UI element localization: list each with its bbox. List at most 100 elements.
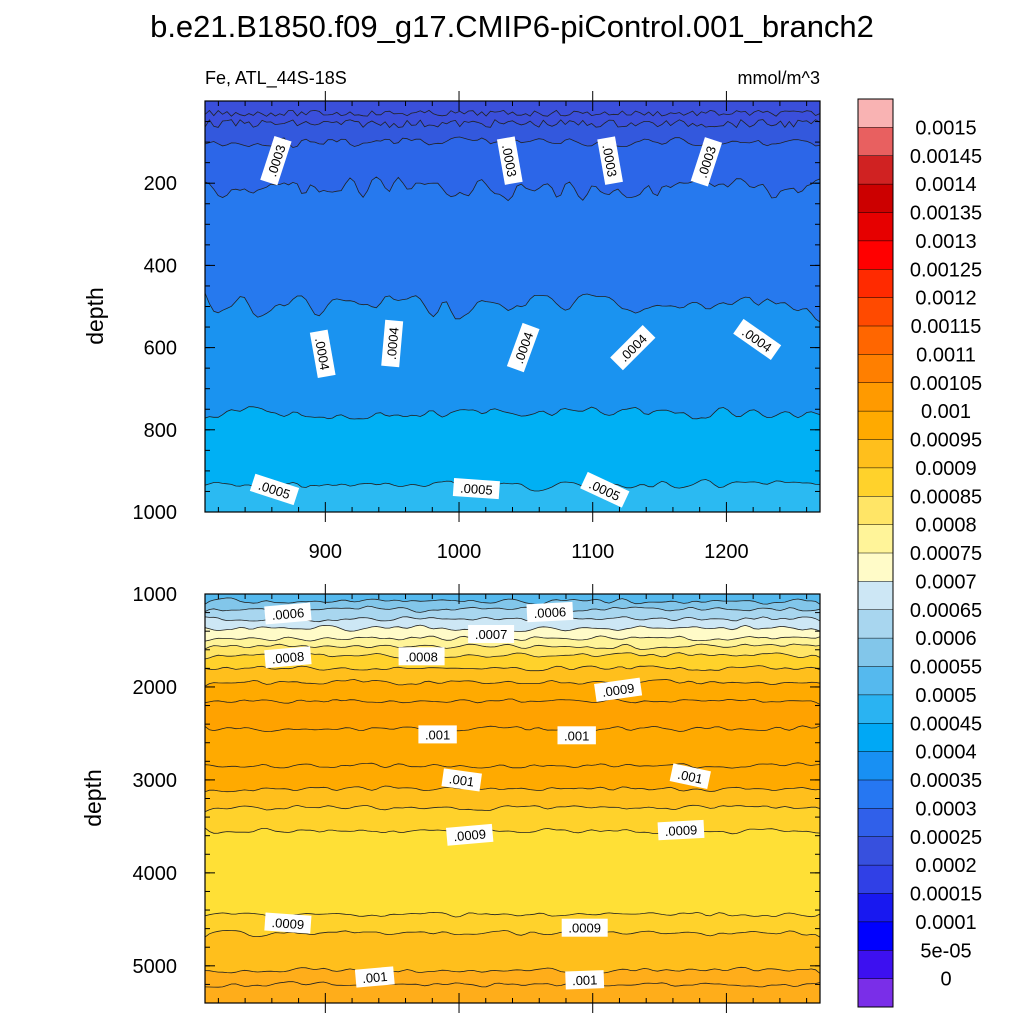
- colorbar-box: [858, 326, 893, 355]
- contour-label: .0006: [526, 601, 574, 623]
- colorbar-box: [858, 524, 893, 554]
- contour-label-bg: [381, 319, 404, 368]
- contour-label-bg: [561, 918, 608, 937]
- contour-line: [205, 698, 820, 705]
- contour-label-text: .001: [676, 767, 704, 787]
- colorbar-label: 0.00065: [910, 600, 982, 622]
- colorbar-box: [858, 269, 893, 299]
- colorbar-label: 0.00115: [911, 316, 982, 338]
- contour-label-text: .0008: [405, 649, 438, 664]
- contour-line: [205, 679, 820, 687]
- contour-label-text: .0007: [475, 627, 508, 642]
- lower-panel-ticks: 1000 2000 3000 4000 5000: [133, 584, 820, 1013]
- contour-label-bg: [506, 322, 540, 373]
- contour-label-bg: [657, 819, 705, 841]
- colorbar-box: [858, 467, 893, 497]
- colorbar-box: [858, 978, 893, 1008]
- contour-label: .0003: [597, 136, 623, 185]
- upper-panel-ticks: 900 1000 1100 1200 200 400 600 800 1000: [133, 91, 820, 563]
- colorbar-label: 0.00025: [910, 827, 982, 849]
- x-tick-label: 1100: [571, 541, 614, 563]
- contour-label: .0005: [452, 478, 500, 500]
- units-label: mmol/m^3: [738, 68, 820, 88]
- upper-panel-fill: [205, 101, 820, 512]
- colorbar-label: 0.0014: [915, 174, 976, 196]
- contour-label-bg: [557, 726, 596, 745]
- upper-panel-contour-labels: .0003.0003.0003.0003.0004.0004.0004.0004…: [249, 135, 782, 508]
- colorbar-label: 0.0003: [915, 798, 976, 820]
- colorbar-box: [858, 950, 893, 980]
- contour-label-text: .0009: [453, 826, 487, 844]
- y-tick-label: 5000: [133, 956, 178, 978]
- colorbar-box: [858, 184, 893, 213]
- contour-line: [205, 966, 820, 974]
- contour-label-bg: [264, 646, 312, 669]
- contour-label: .001: [418, 725, 457, 744]
- contour-line: [205, 804, 820, 813]
- y-tick-label: 1000: [133, 502, 178, 524]
- colorbar-box: [858, 723, 893, 753]
- colorbar-box: [858, 411, 893, 440]
- y-tick-label: 4000: [133, 863, 178, 885]
- contour-label: .0009: [264, 912, 312, 934]
- contour-label-bg: [354, 966, 395, 988]
- colorbar-box: [858, 694, 893, 724]
- contour-label: .0004: [309, 329, 336, 379]
- contour-label: .001: [441, 768, 482, 792]
- contour-label-text: .0009: [568, 921, 601, 936]
- contour-line: [205, 119, 820, 129]
- contour-label: .0009: [446, 823, 494, 846]
- contour-line: [205, 827, 820, 835]
- contour-line: [205, 725, 820, 733]
- colorbar-box: [858, 893, 893, 923]
- contour-line: [205, 911, 820, 918]
- colorbar-label: 0.0007: [915, 571, 976, 593]
- contour-label-bg: [669, 763, 711, 789]
- colorbar-label: 0.00145: [910, 146, 982, 168]
- contour-line: [205, 176, 820, 202]
- colorbar-label: 0.0005: [915, 685, 976, 707]
- colorbar-box: [858, 99, 893, 128]
- y-tick-label: 400: [144, 255, 177, 277]
- contour-line: [205, 406, 820, 420]
- colorbar-box: [858, 354, 893, 384]
- contour-band: [205, 101, 820, 128]
- contour-label: .0008: [398, 647, 445, 666]
- contour-label-text: .001: [362, 969, 389, 986]
- contour-label: .001: [669, 763, 711, 789]
- colorbar-box: [858, 240, 893, 270]
- colorbar-box: [858, 553, 893, 582]
- colorbar-label: 0.0009: [915, 458, 976, 480]
- contour-label: .0007: [468, 625, 515, 643]
- colorbar-box: [858, 638, 893, 667]
- colorbar-label: 0.00075: [910, 543, 982, 565]
- colorbar-label: 0.00015: [910, 884, 982, 906]
- colorbar-box: [858, 212, 893, 242]
- colorbar-frame: [857, 98, 894, 1008]
- contour-line: [205, 930, 820, 938]
- x-tick-label: 1200: [704, 541, 749, 563]
- contour-label-bg: [580, 471, 630, 508]
- contour-label-text: .001: [564, 728, 589, 743]
- chart-title: b.e21.B1850.f09_g17.CMIP6-piControl.001_…: [150, 9, 874, 44]
- colorbar-label: 0.00085: [910, 486, 982, 508]
- colorbar-box: [858, 751, 893, 781]
- colorbar-label: 0.0015: [915, 117, 976, 139]
- y-tick-label: 2000: [133, 677, 178, 699]
- contour-label-text: .0009: [271, 915, 305, 932]
- contour-label-text: .001: [448, 771, 475, 789]
- colorbar-label: 0.00045: [910, 713, 982, 735]
- colorbar-label: 0.001: [921, 401, 971, 423]
- colorbar-label: 0.0006: [915, 628, 976, 650]
- colorbar-label: 0.00105: [910, 373, 982, 395]
- contour-label-bg: [733, 318, 782, 360]
- colorbar-label: 0.00055: [910, 657, 982, 679]
- colorbar-box: [858, 297, 893, 327]
- contour-label-bg: [690, 137, 723, 187]
- y-tick-label: 3000: [133, 770, 178, 792]
- colorbar-label: 5e-05: [920, 940, 971, 962]
- colorbar-box: [858, 439, 893, 469]
- contour-label-bg: [594, 677, 643, 702]
- x-tick-label: 900: [309, 541, 342, 563]
